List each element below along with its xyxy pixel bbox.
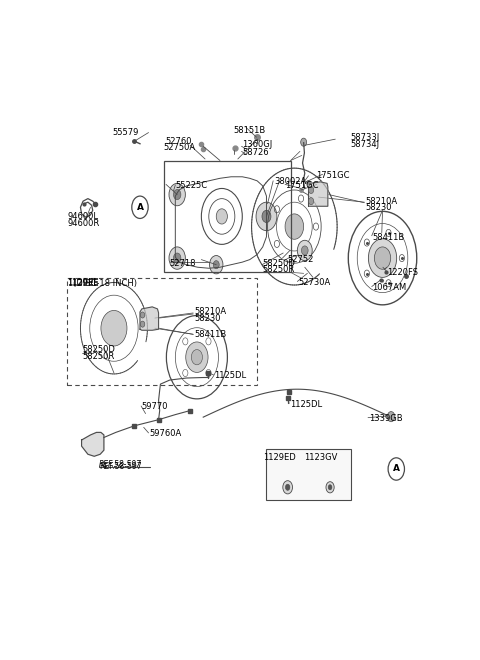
Text: 94600R: 94600R — [67, 218, 100, 228]
Text: 59760A: 59760A — [149, 430, 181, 438]
Text: 1067AM: 1067AM — [372, 283, 407, 292]
Bar — [266, 449, 351, 500]
Circle shape — [173, 253, 181, 263]
Circle shape — [173, 189, 181, 199]
Circle shape — [192, 350, 203, 365]
Text: 58250R: 58250R — [263, 265, 295, 275]
Text: 58250D: 58250D — [263, 259, 296, 268]
Text: 1123GV: 1123GV — [304, 453, 337, 462]
Text: 94600L: 94600L — [67, 212, 98, 221]
Circle shape — [286, 484, 290, 490]
Bar — [67, 279, 257, 385]
Text: 52750A: 52750A — [163, 143, 195, 152]
Text: 52730A: 52730A — [298, 278, 330, 287]
Circle shape — [387, 412, 395, 422]
Circle shape — [328, 484, 332, 490]
Text: 58210A: 58210A — [194, 307, 226, 316]
Circle shape — [301, 246, 308, 255]
Text: 58726: 58726 — [242, 148, 269, 157]
Circle shape — [309, 197, 314, 205]
Circle shape — [285, 214, 304, 240]
Text: 1339GB: 1339GB — [369, 414, 402, 423]
Circle shape — [300, 138, 307, 147]
Circle shape — [140, 312, 145, 318]
Polygon shape — [309, 182, 328, 206]
Circle shape — [140, 321, 145, 327]
Text: 1125DL: 1125DL — [215, 372, 247, 380]
Text: 1129ED: 1129ED — [263, 453, 296, 462]
Circle shape — [297, 240, 312, 261]
Text: 58210A: 58210A — [365, 197, 397, 206]
Circle shape — [309, 186, 314, 193]
Circle shape — [256, 202, 277, 230]
Circle shape — [213, 261, 219, 269]
Circle shape — [210, 255, 223, 274]
Polygon shape — [140, 307, 158, 330]
Text: 58230: 58230 — [194, 314, 220, 323]
Text: 38002A: 38002A — [274, 178, 306, 186]
Circle shape — [283, 480, 292, 494]
Text: 1125DL: 1125DL — [290, 400, 322, 409]
Text: 1751GC: 1751GC — [285, 182, 319, 191]
Text: (DISC-18 INCH): (DISC-18 INCH) — [73, 279, 137, 288]
Polygon shape — [82, 432, 104, 456]
Text: 58733J: 58733J — [350, 133, 379, 142]
Text: REF.58-597: REF.58-597 — [99, 462, 142, 471]
Text: 1751GC: 1751GC — [316, 171, 349, 180]
Text: 1360GJ: 1360GJ — [242, 140, 273, 148]
Circle shape — [262, 211, 271, 222]
Text: 58230: 58230 — [365, 203, 392, 212]
Circle shape — [169, 183, 185, 206]
Text: 52760: 52760 — [166, 137, 192, 146]
Circle shape — [326, 482, 334, 493]
Text: 58734J: 58734J — [350, 140, 379, 148]
Text: 52718: 52718 — [170, 259, 196, 268]
Text: 52752: 52752 — [288, 255, 314, 264]
Text: 1220FS: 1220FS — [387, 268, 419, 277]
Text: 55579: 55579 — [112, 128, 138, 137]
Circle shape — [101, 310, 127, 346]
Circle shape — [216, 209, 228, 224]
Text: 58250R: 58250R — [83, 352, 115, 360]
Text: 59770: 59770 — [141, 403, 168, 411]
Text: REF.58-597: REF.58-597 — [99, 460, 142, 469]
Text: A: A — [136, 203, 144, 212]
Text: 1129EE: 1129EE — [67, 278, 99, 287]
Text: 58411B: 58411B — [372, 233, 405, 242]
Text: A: A — [393, 465, 400, 473]
Circle shape — [368, 239, 396, 277]
Bar — [164, 160, 290, 273]
Circle shape — [186, 342, 208, 372]
Circle shape — [169, 247, 185, 269]
Text: 55225C: 55225C — [175, 182, 207, 191]
Text: 58411B: 58411B — [194, 330, 226, 339]
Circle shape — [374, 247, 391, 269]
Text: 58250D: 58250D — [83, 345, 115, 354]
Text: 1129EE: 1129EE — [67, 279, 99, 288]
Text: 58151B: 58151B — [234, 125, 266, 135]
